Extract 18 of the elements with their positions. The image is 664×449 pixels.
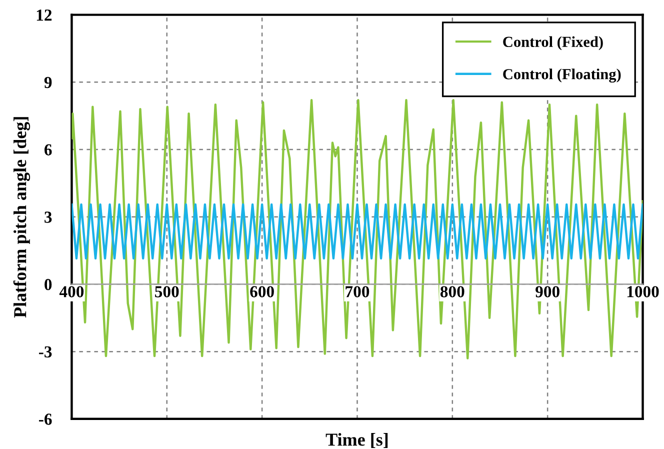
y-tick-label: 0: [44, 278, 52, 290]
legend-label: Control (Floating): [503, 68, 621, 83]
x-tick-label: 700: [346, 286, 370, 298]
y-tick-label: 12: [36, 10, 52, 21]
y-tick-label: 6: [44, 144, 52, 156]
x-tick-label: 1000: [627, 286, 659, 298]
x-tick-label: 600: [250, 286, 274, 298]
x-tick-label: 500: [155, 286, 179, 298]
y-tick-label: -3: [38, 346, 52, 358]
x-axis-title: Time [s]: [326, 433, 388, 448]
y-axis-title: Platform pitch angle [deg]: [13, 117, 30, 318]
x-tick-label: 800: [440, 286, 464, 298]
y-tick-label: -6: [38, 414, 52, 425]
x-tick-label: 900: [536, 286, 560, 298]
y-tick-label: 9: [44, 76, 52, 88]
legend-label: Control (Fixed): [503, 36, 603, 50]
y-tick-label: 3: [44, 212, 52, 223]
x-tick-label: 400: [59, 286, 84, 298]
